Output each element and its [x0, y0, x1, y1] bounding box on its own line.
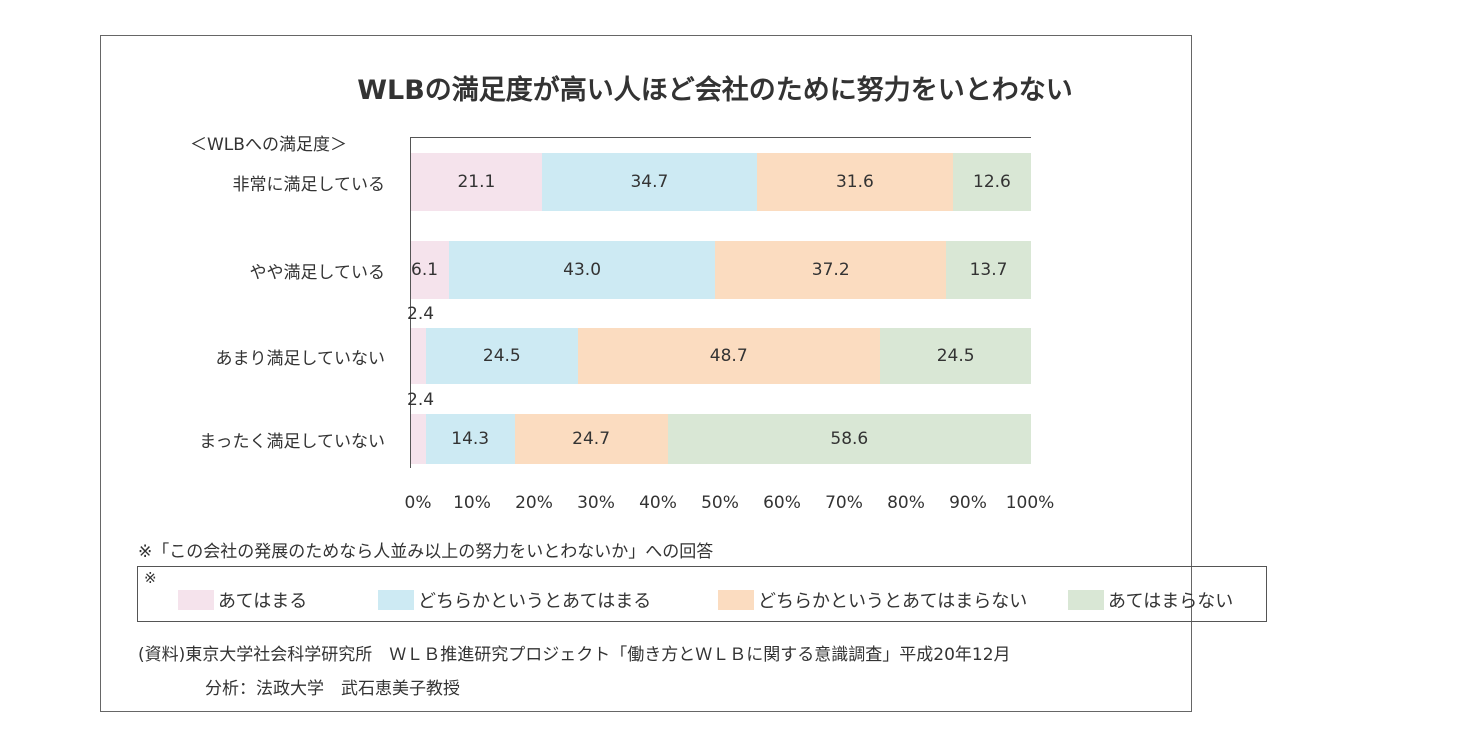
x-tick-label: 20% [515, 493, 553, 513]
data-label: 24.5 [936, 346, 975, 366]
data-label: 21.1 [457, 172, 496, 192]
data-label: 14.3 [451, 429, 490, 449]
legend-item: あてはまらない [1068, 587, 1233, 613]
bar-segment [879, 328, 1031, 384]
x-tick-label: 40% [639, 493, 677, 513]
legend-swatch [718, 590, 754, 610]
category-label: あまり満足していない [215, 349, 386, 369]
legend-item: どちらかというとあてはまる [378, 587, 651, 613]
legend-label: どちらかというとあてはまる [418, 591, 652, 612]
bar-segment [425, 328, 578, 384]
data-label: 24.7 [572, 429, 611, 449]
bar-segment [425, 414, 515, 464]
bar-segment [411, 328, 426, 384]
data-label: 2.4 [407, 304, 435, 324]
bar-segment [448, 241, 716, 299]
legend-item: あてはまる [178, 587, 307, 613]
legend-label: どちらかというとあてはまらない [758, 591, 1028, 612]
x-tick-label: 70% [825, 493, 863, 513]
data-label: 13.7 [969, 260, 1008, 280]
bar-segment [667, 414, 1031, 464]
x-tick-label: 80% [887, 493, 925, 513]
x-tick-label: 50% [701, 493, 739, 513]
chart-title: WLBの満足度が高い人ほど会社のために努力をいとわない [357, 75, 1073, 106]
bar-segment [411, 153, 542, 211]
category-label: 非常に満足している [232, 175, 386, 195]
x-tick-label: 100% [1005, 493, 1055, 513]
legend-swatch [178, 590, 214, 610]
legend-item: どちらかというとあてはまらない [718, 587, 1027, 613]
x-tick-label: 60% [763, 493, 801, 513]
x-tick-label: 90% [949, 493, 987, 513]
data-label: 24.5 [482, 346, 521, 366]
source-line-2: 分析：法政大学 武石恵美子教授 [205, 679, 460, 699]
bar-segment [577, 328, 880, 384]
axis-title: ＜WLBへの満足度＞ [190, 135, 347, 155]
category-label: まったく満足していない [199, 432, 385, 452]
data-label: 37.2 [811, 260, 850, 280]
data-label: 48.7 [709, 346, 748, 366]
legend-label: あてはまる [218, 591, 308, 612]
data-label: 12.6 [973, 172, 1011, 192]
legend-swatch [1068, 590, 1104, 610]
legend-swatch [378, 590, 414, 610]
data-label: 31.6 [835, 172, 874, 192]
bar-segment [952, 153, 1031, 211]
data-label: 43.0 [563, 260, 602, 280]
data-label: 2.4 [407, 390, 435, 410]
data-label: 34.7 [630, 172, 669, 192]
chart-frame [100, 35, 1192, 712]
legend: ※ あてはまる どちらかというとあてはまる どちらかというとあてはまらない あてはまら… [137, 566, 1267, 622]
data-label: 58.6 [830, 429, 869, 449]
category-label: やや満足している [249, 263, 386, 283]
note: ※「この会社の発展のためなら人並み以上の努力をいとわないか」への回答 [138, 542, 714, 562]
x-tick-label: 30% [577, 493, 615, 513]
legend-label: あてはまらない [1108, 591, 1234, 612]
bar-segment [541, 153, 757, 211]
data-label: 6.1 [411, 260, 439, 280]
bar-segment [514, 414, 668, 464]
bar-segment [946, 241, 1031, 299]
bar-segment [411, 241, 449, 299]
bar-segment [715, 241, 947, 299]
plot-area: 21.1 34.7 31.6 12.6 6.1 43.0 37.2 13.7 2.4 24.5 48… [407, 137, 1031, 468]
bar-segment [756, 153, 953, 211]
bar-segment [411, 414, 426, 464]
source-line-1: (資料)東京大学社会科学研究所 ＷＬＢ推進研究プロジェクト「働き方とＷＬＢに関す… [138, 645, 1011, 665]
x-tick-label: 10% [453, 493, 491, 513]
legend-mark: ※ [144, 569, 157, 587]
x-tick-label: 0% [404, 493, 432, 513]
